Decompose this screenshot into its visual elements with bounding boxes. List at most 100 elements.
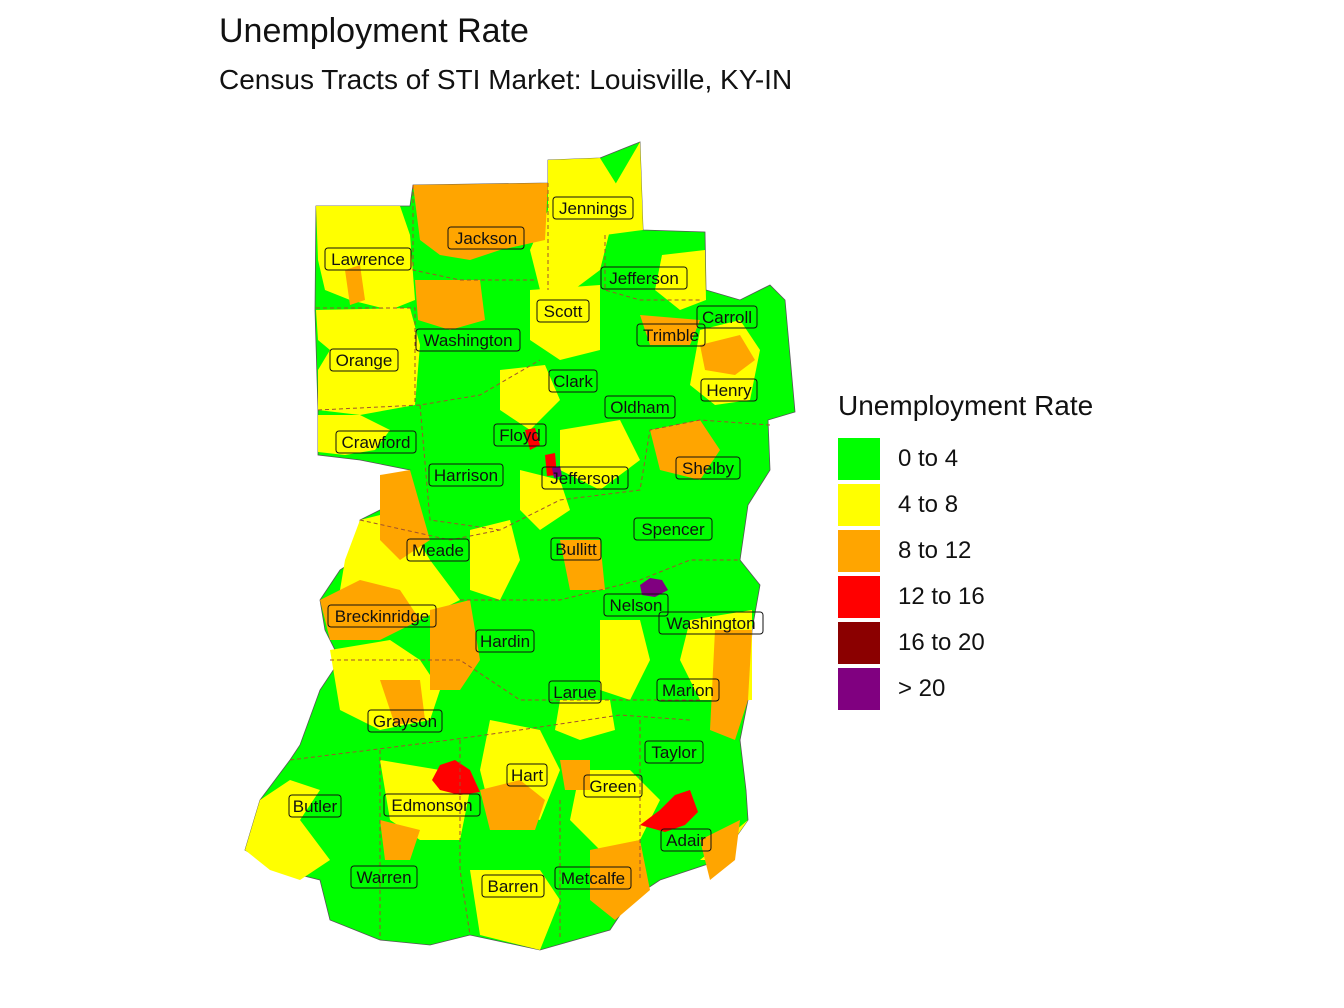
county-borders bbox=[289, 183, 771, 940]
svg-text:Washington: Washington bbox=[423, 331, 512, 350]
county-label-henry: Henry bbox=[700, 378, 758, 402]
county-label-harrison: Harrison bbox=[428, 463, 504, 487]
county-label-oldham: Oldham bbox=[604, 395, 676, 419]
legend: Unemployment Rate 0 to 4 4 to 8 8 to 12 12 … bbox=[838, 390, 1093, 712]
map-title: Unemployment Rate bbox=[219, 12, 529, 50]
svg-text:Floyd: Floyd bbox=[499, 426, 541, 445]
county-label-crawford: Crawford bbox=[335, 430, 417, 454]
county-label-shelby: Shelby bbox=[675, 456, 741, 480]
svg-text:Adair: Adair bbox=[666, 831, 706, 850]
svg-text:Shelby: Shelby bbox=[682, 459, 734, 478]
legend-title: Unemployment Rate bbox=[838, 390, 1094, 421]
legend-item: > 20 bbox=[838, 666, 1093, 712]
svg-text:Spencer: Spencer bbox=[641, 520, 705, 539]
county-label-meade: Meade bbox=[406, 538, 470, 562]
legend-item: 8 to 12 bbox=[838, 528, 1093, 574]
svg-text:Jefferson: Jefferson bbox=[609, 269, 679, 288]
map-subtitle: Census Tracts of STI Market: Louisville,… bbox=[219, 64, 793, 95]
legend-label: 4 to 8 bbox=[898, 491, 959, 518]
legend-swatch bbox=[838, 576, 880, 618]
legend-swatch bbox=[838, 438, 880, 480]
county-label-spencer: Spencer bbox=[633, 517, 713, 541]
legend-item: 0 to 4 bbox=[838, 436, 1093, 482]
county-label-jackson: Jackson bbox=[447, 226, 525, 250]
county-label-warren: Warren bbox=[350, 865, 418, 889]
county-label-breckinridge: Breckinridge bbox=[327, 604, 437, 628]
county-label-metcalfe: Metcalfe bbox=[554, 866, 632, 890]
county-label-bullitt: Bullitt bbox=[550, 537, 602, 561]
svg-text:Scott: Scott bbox=[544, 302, 583, 321]
legend-swatch bbox=[838, 622, 880, 664]
svg-text:Nelson: Nelson bbox=[610, 596, 663, 615]
county-label-trimble: Trimble bbox=[636, 323, 706, 347]
svg-text:Clark: Clark bbox=[553, 372, 593, 391]
county-label-grayson: Grayson bbox=[367, 709, 443, 733]
county-label-marion: Marion bbox=[656, 678, 720, 702]
svg-text:Taylor: Taylor bbox=[651, 743, 697, 762]
county-label-taylor: Taylor bbox=[644, 740, 704, 764]
tracts-over-20 bbox=[552, 466, 668, 597]
svg-text:Edmonson: Edmonson bbox=[391, 796, 472, 815]
svg-text:Trimble: Trimble bbox=[643, 326, 699, 345]
legend-label: 8 to 12 bbox=[898, 537, 972, 564]
tracts-8-to-12 bbox=[320, 183, 755, 920]
legend-item: 12 to 16 bbox=[838, 574, 1093, 620]
legend-label: 12 to 16 bbox=[898, 583, 985, 610]
county-label-washington-in: Washington bbox=[415, 328, 521, 352]
legend-label: 0 to 4 bbox=[898, 445, 959, 472]
svg-text:Green: Green bbox=[589, 777, 636, 796]
svg-text:Jackson: Jackson bbox=[455, 229, 517, 248]
county-label-larue: Larue bbox=[548, 680, 602, 704]
svg-text:Hardin: Hardin bbox=[480, 632, 530, 651]
legend-item: 16 to 20 bbox=[838, 620, 1093, 666]
legend-item: 4 to 8 bbox=[838, 482, 1093, 528]
county-label-adair: Adair bbox=[660, 828, 712, 852]
svg-text:Washington: Washington bbox=[666, 614, 755, 633]
legend-swatch bbox=[838, 530, 880, 572]
svg-text:Harrison: Harrison bbox=[434, 466, 498, 485]
county-label-lawrence: Lawrence bbox=[324, 247, 412, 271]
county-label-scott: Scott bbox=[536, 299, 590, 323]
svg-text:Grayson: Grayson bbox=[373, 712, 437, 731]
county-label-carroll: Carroll bbox=[696, 305, 758, 329]
county-label-orange: Orange bbox=[329, 348, 399, 372]
county-label-jefferson-ky: Jefferson bbox=[541, 466, 629, 490]
svg-text:Hart: Hart bbox=[511, 766, 543, 785]
svg-text:Barren: Barren bbox=[487, 877, 538, 896]
county-label-hardin: Hardin bbox=[475, 629, 535, 653]
svg-text:Oldham: Oldham bbox=[610, 398, 670, 417]
county-label-washington-ky: Washington bbox=[658, 611, 764, 635]
svg-text:Orange: Orange bbox=[336, 351, 393, 370]
county-label-hart: Hart bbox=[506, 763, 548, 787]
svg-text:Jefferson: Jefferson bbox=[550, 469, 620, 488]
legend-label: > 20 bbox=[898, 675, 946, 702]
svg-text:Warren: Warren bbox=[356, 868, 411, 887]
legend-swatch bbox=[838, 484, 880, 526]
svg-text:Butler: Butler bbox=[293, 797, 338, 816]
svg-text:Meade: Meade bbox=[412, 541, 464, 560]
svg-text:Metcalfe: Metcalfe bbox=[561, 869, 625, 888]
tracts-4-to-8 bbox=[245, 142, 760, 950]
choropleth-map: Jennings Jackson Lawrence Jefferson Scot… bbox=[244, 141, 796, 951]
svg-text:Marion: Marion bbox=[662, 681, 714, 700]
tracts-12-to-16 bbox=[432, 428, 698, 832]
county-label-barren: Barren bbox=[481, 874, 545, 898]
county-label-edmonson: Edmonson bbox=[383, 793, 481, 817]
svg-text:Jennings: Jennings bbox=[559, 199, 627, 218]
svg-text:Breckinridge: Breckinridge bbox=[335, 607, 430, 626]
county-label-jennings: Jennings bbox=[552, 196, 634, 220]
county-label-clark: Clark bbox=[548, 369, 598, 393]
svg-text:Carroll: Carroll bbox=[702, 308, 752, 327]
svg-text:Crawford: Crawford bbox=[342, 433, 411, 452]
county-label-floyd: Floyd bbox=[493, 423, 547, 447]
legend-items: 0 to 4 4 to 8 8 to 12 12 to 16 16 to 20 > 20 bbox=[838, 436, 1093, 712]
svg-text:Larue: Larue bbox=[553, 683, 596, 702]
svg-text:Lawrence: Lawrence bbox=[331, 250, 405, 269]
county-label-green: Green bbox=[583, 774, 643, 798]
county-label-nelson: Nelson bbox=[603, 593, 669, 617]
legend-label: 16 to 20 bbox=[898, 629, 985, 656]
county-label-butler: Butler bbox=[288, 794, 342, 818]
svg-text:Bullitt: Bullitt bbox=[555, 540, 597, 559]
legend-swatch bbox=[838, 668, 880, 710]
svg-text:Henry: Henry bbox=[706, 381, 752, 400]
